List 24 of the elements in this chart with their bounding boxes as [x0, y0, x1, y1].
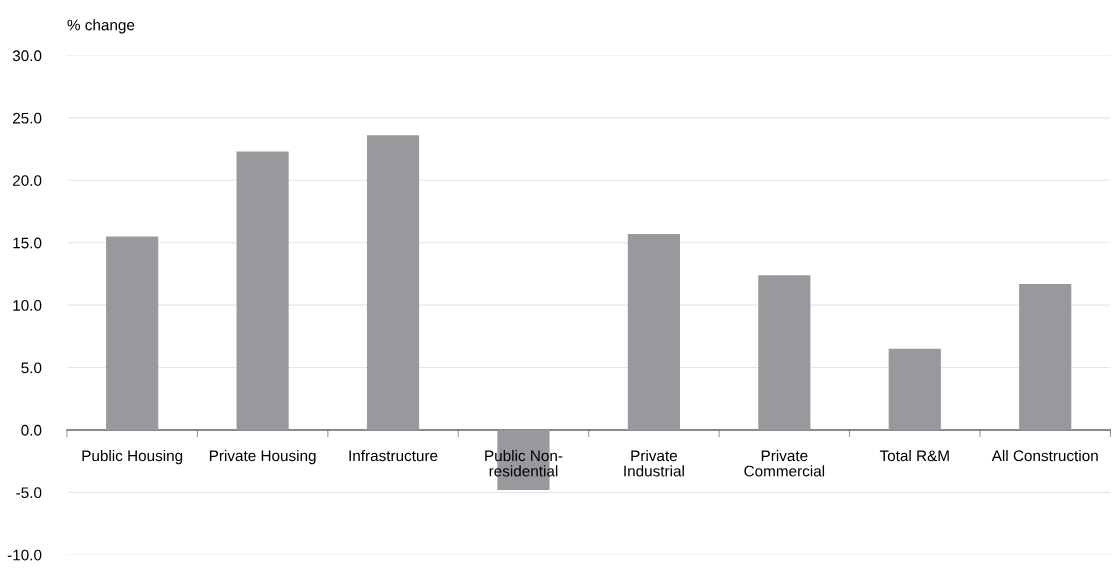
x-tick-label: All Construction: [991, 449, 1098, 462]
x-tick-label: Infrastructure: [349, 449, 438, 462]
y-tick-label: -5.0: [16, 487, 42, 499]
y-tick-label: 15.0: [13, 237, 42, 249]
bar: [106, 236, 159, 430]
bar: [758, 275, 811, 430]
y-tick-label: 25.0: [13, 112, 42, 124]
x-tick-label: Private Commercial: [744, 449, 825, 477]
bar: [366, 135, 420, 430]
bar: [236, 151, 289, 430]
bar: [888, 348, 941, 430]
bar: [1019, 283, 1072, 430]
x-tick-label: Private Industrial: [624, 449, 684, 477]
y-tick-label: 20.0: [13, 175, 42, 186]
y-tick-label: 0.0: [21, 424, 42, 436]
y-tick-label: 10.0: [13, 300, 42, 311]
x-tick-label: Total R&M: [879, 449, 949, 462]
y-tick-label: 30.0: [12, 50, 42, 62]
x-tick-label: Public Housing: [82, 449, 183, 465]
x-tick-label: Private Housing: [209, 449, 316, 465]
y-tick-label: -10.0: [7, 549, 42, 561]
bar: [627, 233, 680, 430]
y-axis-title: % change: [67, 19, 135, 34]
y-tick-label: 5.0: [21, 362, 42, 374]
